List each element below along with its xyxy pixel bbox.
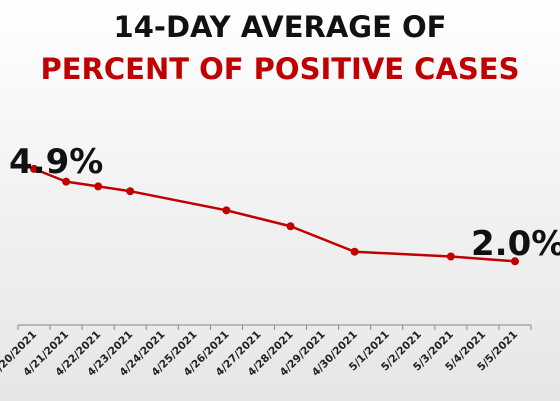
end-value-callout: 2.0% [471,224,560,264]
chart-title-line-1: 14-DAY AVERAGE OF [113,10,447,44]
series-line [33,167,516,263]
data-point [510,257,519,266]
data-point [350,247,359,256]
data-point [286,222,295,231]
data-point [62,177,71,186]
series-line-layer [33,167,516,263]
x-axis [17,324,532,330]
start-value-callout: 4.9% [9,142,104,182]
x-tick-labels: 4/20/20214/21/20214/22/20214/23/20214/24… [0,329,520,379]
data-point [126,187,135,196]
data-points [30,164,519,266]
data-point [94,182,103,191]
data-point [222,206,231,215]
data-point [30,164,39,173]
data-point [446,252,455,261]
chart-title-line-2: PERCENT OF POSITIVE CASES [40,52,520,86]
